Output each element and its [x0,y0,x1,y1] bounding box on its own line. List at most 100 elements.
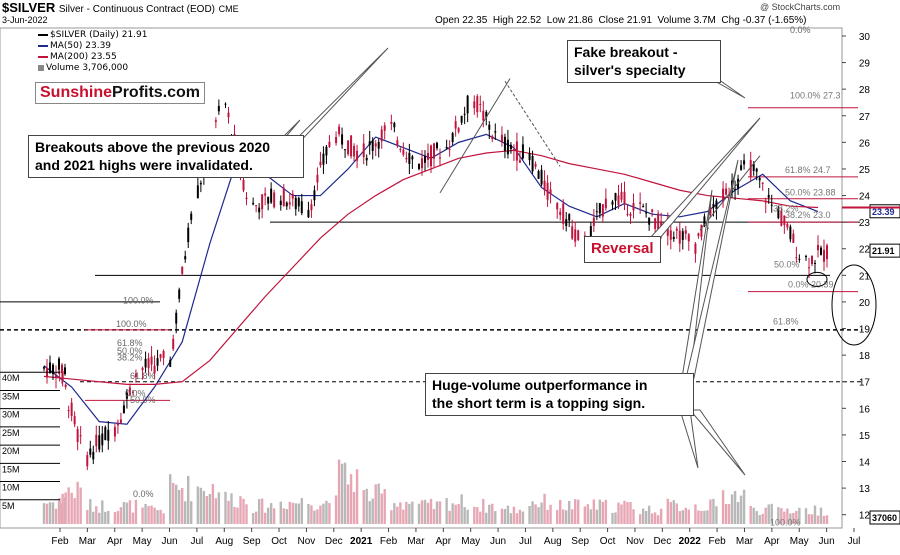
candle-body [826,245,828,260]
y-tick-label: 16 [859,404,871,415]
volume-bar [233,506,236,524]
candle-body [335,136,338,144]
volume-bar [479,511,482,524]
candle-body [92,451,95,460]
volume-bar [819,507,823,524]
x-tick-label: Jun [161,536,177,547]
volume-bar [211,484,215,524]
candle-body [620,191,623,200]
volume-bar [758,515,761,524]
x-tick-label: Mar [407,536,425,547]
candle-body [70,402,73,417]
volume-bar [260,498,264,524]
candle-body [141,367,144,371]
volume-bar [482,498,485,524]
candle-body [734,189,737,191]
volume-bar [181,487,184,524]
volume-bar [294,503,297,524]
chart-title: $SILVER Silver - Continuous Contract (EO… [2,0,239,15]
candle-body [817,245,819,251]
volume-bar [374,484,377,524]
fib-label-left: 100.0% [116,319,147,329]
volume-bar [54,508,58,524]
volume-bar [739,495,743,524]
volume-bar [128,500,132,524]
volume-bar [426,502,430,524]
volume-bar [712,498,715,524]
legend-ma50-text: MA(50) 23.39 [50,41,112,51]
fib-label-right: 38.2% 23.0 [785,210,831,220]
candle-body [383,125,386,131]
candle-body [651,209,654,212]
fib-label-left: 61.8% [117,338,143,348]
volume-bar [454,504,457,524]
candle-body [307,209,310,218]
volume-bar [279,501,282,524]
candle-body [789,226,792,240]
volume-bar [51,502,55,524]
fib-label-left: 100.0% [123,295,154,305]
volume-tick-label: 15M [2,464,20,474]
legend-ma50-swatch [38,44,48,47]
candle-body [98,435,101,450]
fib-label-left: 38.2% [117,352,143,362]
candle-body [565,218,568,226]
volume-bar [494,511,497,524]
x-tick-label: Dec [325,536,343,547]
candle-body [629,213,632,216]
candle-body [350,135,353,157]
candle-body [546,182,549,200]
y-tick-label: 13 [859,484,871,495]
volume-bar [134,499,138,524]
x-tick-label: Jul [519,536,532,547]
volume-bar [322,503,325,524]
candle-body [196,185,199,199]
volume-pointer [679,409,699,469]
x-tick-label: May [133,536,152,547]
x-tick-label: 2022 [679,536,702,547]
candle-body [297,197,300,207]
volume-bar [798,507,801,524]
volume-bar [371,498,374,524]
candle-body [285,202,288,207]
volume-bar [76,481,79,524]
volume-bar [131,512,135,524]
candle-body [396,140,399,146]
fib-label-right: 50.0% [774,259,800,269]
candle-body [703,216,706,226]
candle-body [814,262,816,264]
volume-bar [227,500,230,524]
x-tick-label: Nov [626,536,644,547]
volume-bar [236,507,239,524]
volume-bar [620,504,623,524]
candle-body [537,171,540,179]
candle-body [371,140,374,151]
candle-body [611,201,614,205]
legend-ma200-swatch [38,55,48,58]
legend-ma50: MA(50) 23.39 [38,41,111,51]
candle-body [125,392,128,399]
volume-bar [694,504,697,524]
volume-bar [546,509,549,524]
description: Silver - Continuous Contract (EOD) [58,4,216,15]
candle-body [338,126,341,135]
candle-body [52,364,54,375]
volume-bar [272,508,276,524]
fib-label-left: 61.8% [130,371,156,381]
y-tick-label: 22 [859,245,871,256]
candle-body [116,422,119,426]
candle-body [601,204,604,217]
volume-bar [565,510,568,524]
candle-body [770,204,773,206]
volume-bar [141,507,144,524]
volume-bar [390,510,393,524]
candle-body [549,189,552,194]
candle-body [273,192,276,208]
volume-bar [617,502,620,524]
volume-bar [349,474,353,524]
candle-body [424,156,426,163]
candle-body [694,243,697,254]
volume-bar [282,508,285,524]
volume-bar [285,509,288,524]
